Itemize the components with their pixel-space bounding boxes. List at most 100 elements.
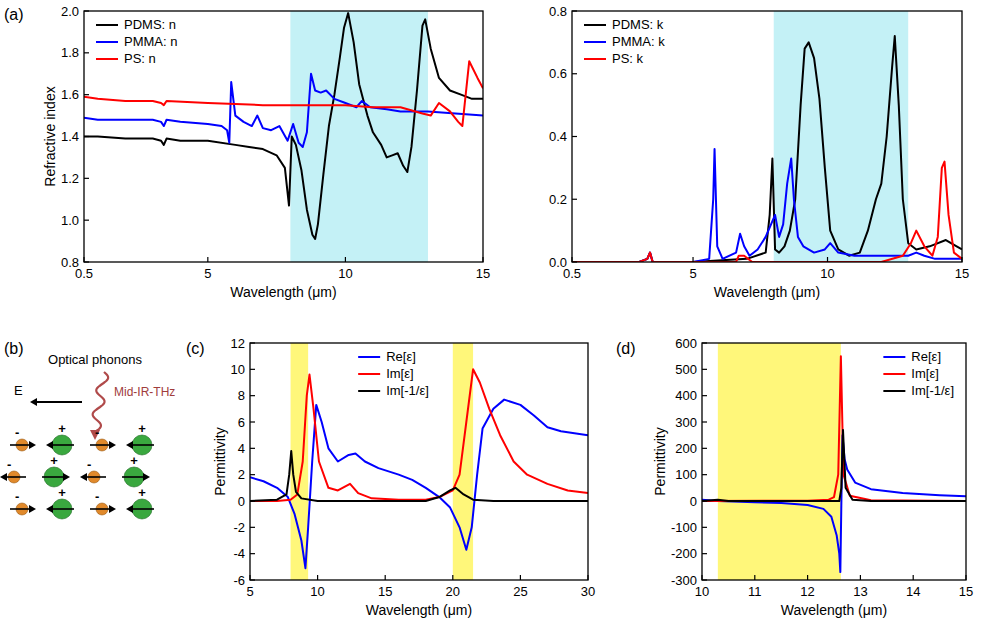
ion-arrow-head (46, 441, 53, 449)
legend-label: PMMA: n (124, 34, 177, 49)
frame (84, 11, 483, 262)
x-axis-title: Wavelength (μm) (714, 284, 820, 300)
ion-arrow (51, 444, 74, 446)
legend-swatch (96, 41, 118, 43)
y-tick (702, 395, 707, 396)
y-tick (572, 73, 577, 74)
ion-arrow-head (0, 473, 7, 481)
series-line (84, 61, 483, 126)
y-tick (84, 94, 89, 95)
x-tick-label: 5 (204, 266, 211, 281)
legend: Re[ε]Im[ε]Im[-1/ε] (883, 349, 954, 398)
ion-arrow-head (126, 505, 133, 513)
ion-arrow-head (109, 441, 116, 449)
y-tick-label: 1.6 (61, 87, 79, 102)
y-tick (250, 342, 255, 343)
y-tick-label: 1.0 (61, 213, 79, 228)
x-tick (860, 575, 861, 580)
y-tick (84, 178, 89, 179)
y-tick (572, 199, 577, 200)
y-tick (572, 261, 577, 262)
ion-arrow (131, 444, 154, 446)
ion-arrow (131, 508, 154, 510)
y-tick (84, 261, 89, 262)
ion-arrow (122, 476, 145, 478)
y-tick (702, 421, 707, 422)
legend-label: PS: n (124, 51, 156, 66)
x-tick (913, 575, 914, 580)
legend-swatch (96, 24, 118, 26)
legend-swatch (883, 356, 905, 358)
x-tick (701, 575, 702, 580)
y-tick-label: -2 (233, 520, 245, 535)
panel-label: (b) (4, 340, 24, 357)
y-tick (702, 369, 707, 370)
wave (93, 372, 108, 432)
y-axis-title: Permittivity (212, 427, 228, 495)
y-tick (702, 474, 707, 475)
ion-arrow (90, 444, 111, 446)
band (453, 343, 473, 580)
ion-arrow-head (80, 473, 87, 481)
y-tick (84, 52, 89, 53)
y-tick-label: 1.4 (61, 129, 79, 144)
x-tick-label: 20 (446, 584, 460, 599)
y-tick-label: 0.4 (549, 129, 567, 144)
y-tick-label: 0.2 (549, 192, 567, 207)
legend: Re[ε]Im[ε]Im[-1/ε] (358, 349, 429, 398)
x-tick (965, 575, 966, 580)
y-tick-label: 2 (238, 467, 245, 482)
y-tick-label: 0.8 (549, 4, 567, 19)
y-tick (702, 553, 707, 554)
x-tick-label: 15 (955, 266, 969, 281)
y-tick-label: 300 (675, 415, 697, 430)
x-tick (827, 257, 828, 262)
y-tick (250, 579, 255, 580)
legend-label: PS: k (612, 51, 644, 66)
ion-arrow-head (109, 505, 116, 513)
x-tick (317, 575, 318, 580)
legend-label: Im[ε] (386, 366, 413, 381)
x-tick-label: 12 (800, 584, 814, 599)
diagram-title: Optical phonons (48, 352, 142, 367)
anion-charge: - (95, 425, 99, 440)
panel-label: (c) (186, 340, 205, 357)
legend-swatch (584, 24, 606, 26)
x-tick (961, 257, 962, 262)
cation-charge: + (138, 421, 146, 436)
legend-label: PDMS: k (612, 17, 664, 32)
y-tick-label: 6 (238, 415, 245, 430)
cation-charge: + (138, 485, 146, 500)
y-tick (702, 448, 707, 449)
legend-swatch (96, 58, 118, 60)
y-tick (84, 10, 89, 11)
x-tick (249, 575, 250, 580)
y-tick-label: 0.6 (549, 66, 567, 81)
y-tick (572, 10, 577, 11)
x-tick-label: 30 (581, 584, 595, 599)
y-tick (250, 474, 255, 475)
x-tick-label: 14 (906, 584, 920, 599)
ion-arrow (51, 508, 74, 510)
x-tick (482, 257, 483, 262)
figure: 0.5510150.81.01.21.41.61.82.0Wavelength … (0, 0, 989, 630)
wave-label: Mid-IR-THz (114, 385, 175, 399)
y-tick-label: 500 (675, 362, 697, 377)
x-tick (207, 257, 208, 262)
frame (702, 343, 966, 580)
x-tick-label: 10 (820, 266, 834, 281)
legend-swatch (883, 373, 905, 375)
ion-arrow (10, 508, 31, 510)
ion-arrow-head (126, 441, 133, 449)
anion-charge: - (15, 425, 19, 440)
x-tick-label: 11 (748, 584, 762, 599)
band (718, 343, 841, 580)
field-label: E (14, 383, 23, 398)
y-tick-label: -6 (233, 573, 245, 588)
y-tick-label: 2.0 (61, 4, 79, 19)
legend-swatch (584, 41, 606, 43)
legend: PDMS: kPMMA: kPS: k (584, 17, 665, 66)
y-tick-label: 0 (690, 494, 697, 509)
panel-label: (d) (616, 340, 636, 357)
series-line (250, 451, 588, 501)
